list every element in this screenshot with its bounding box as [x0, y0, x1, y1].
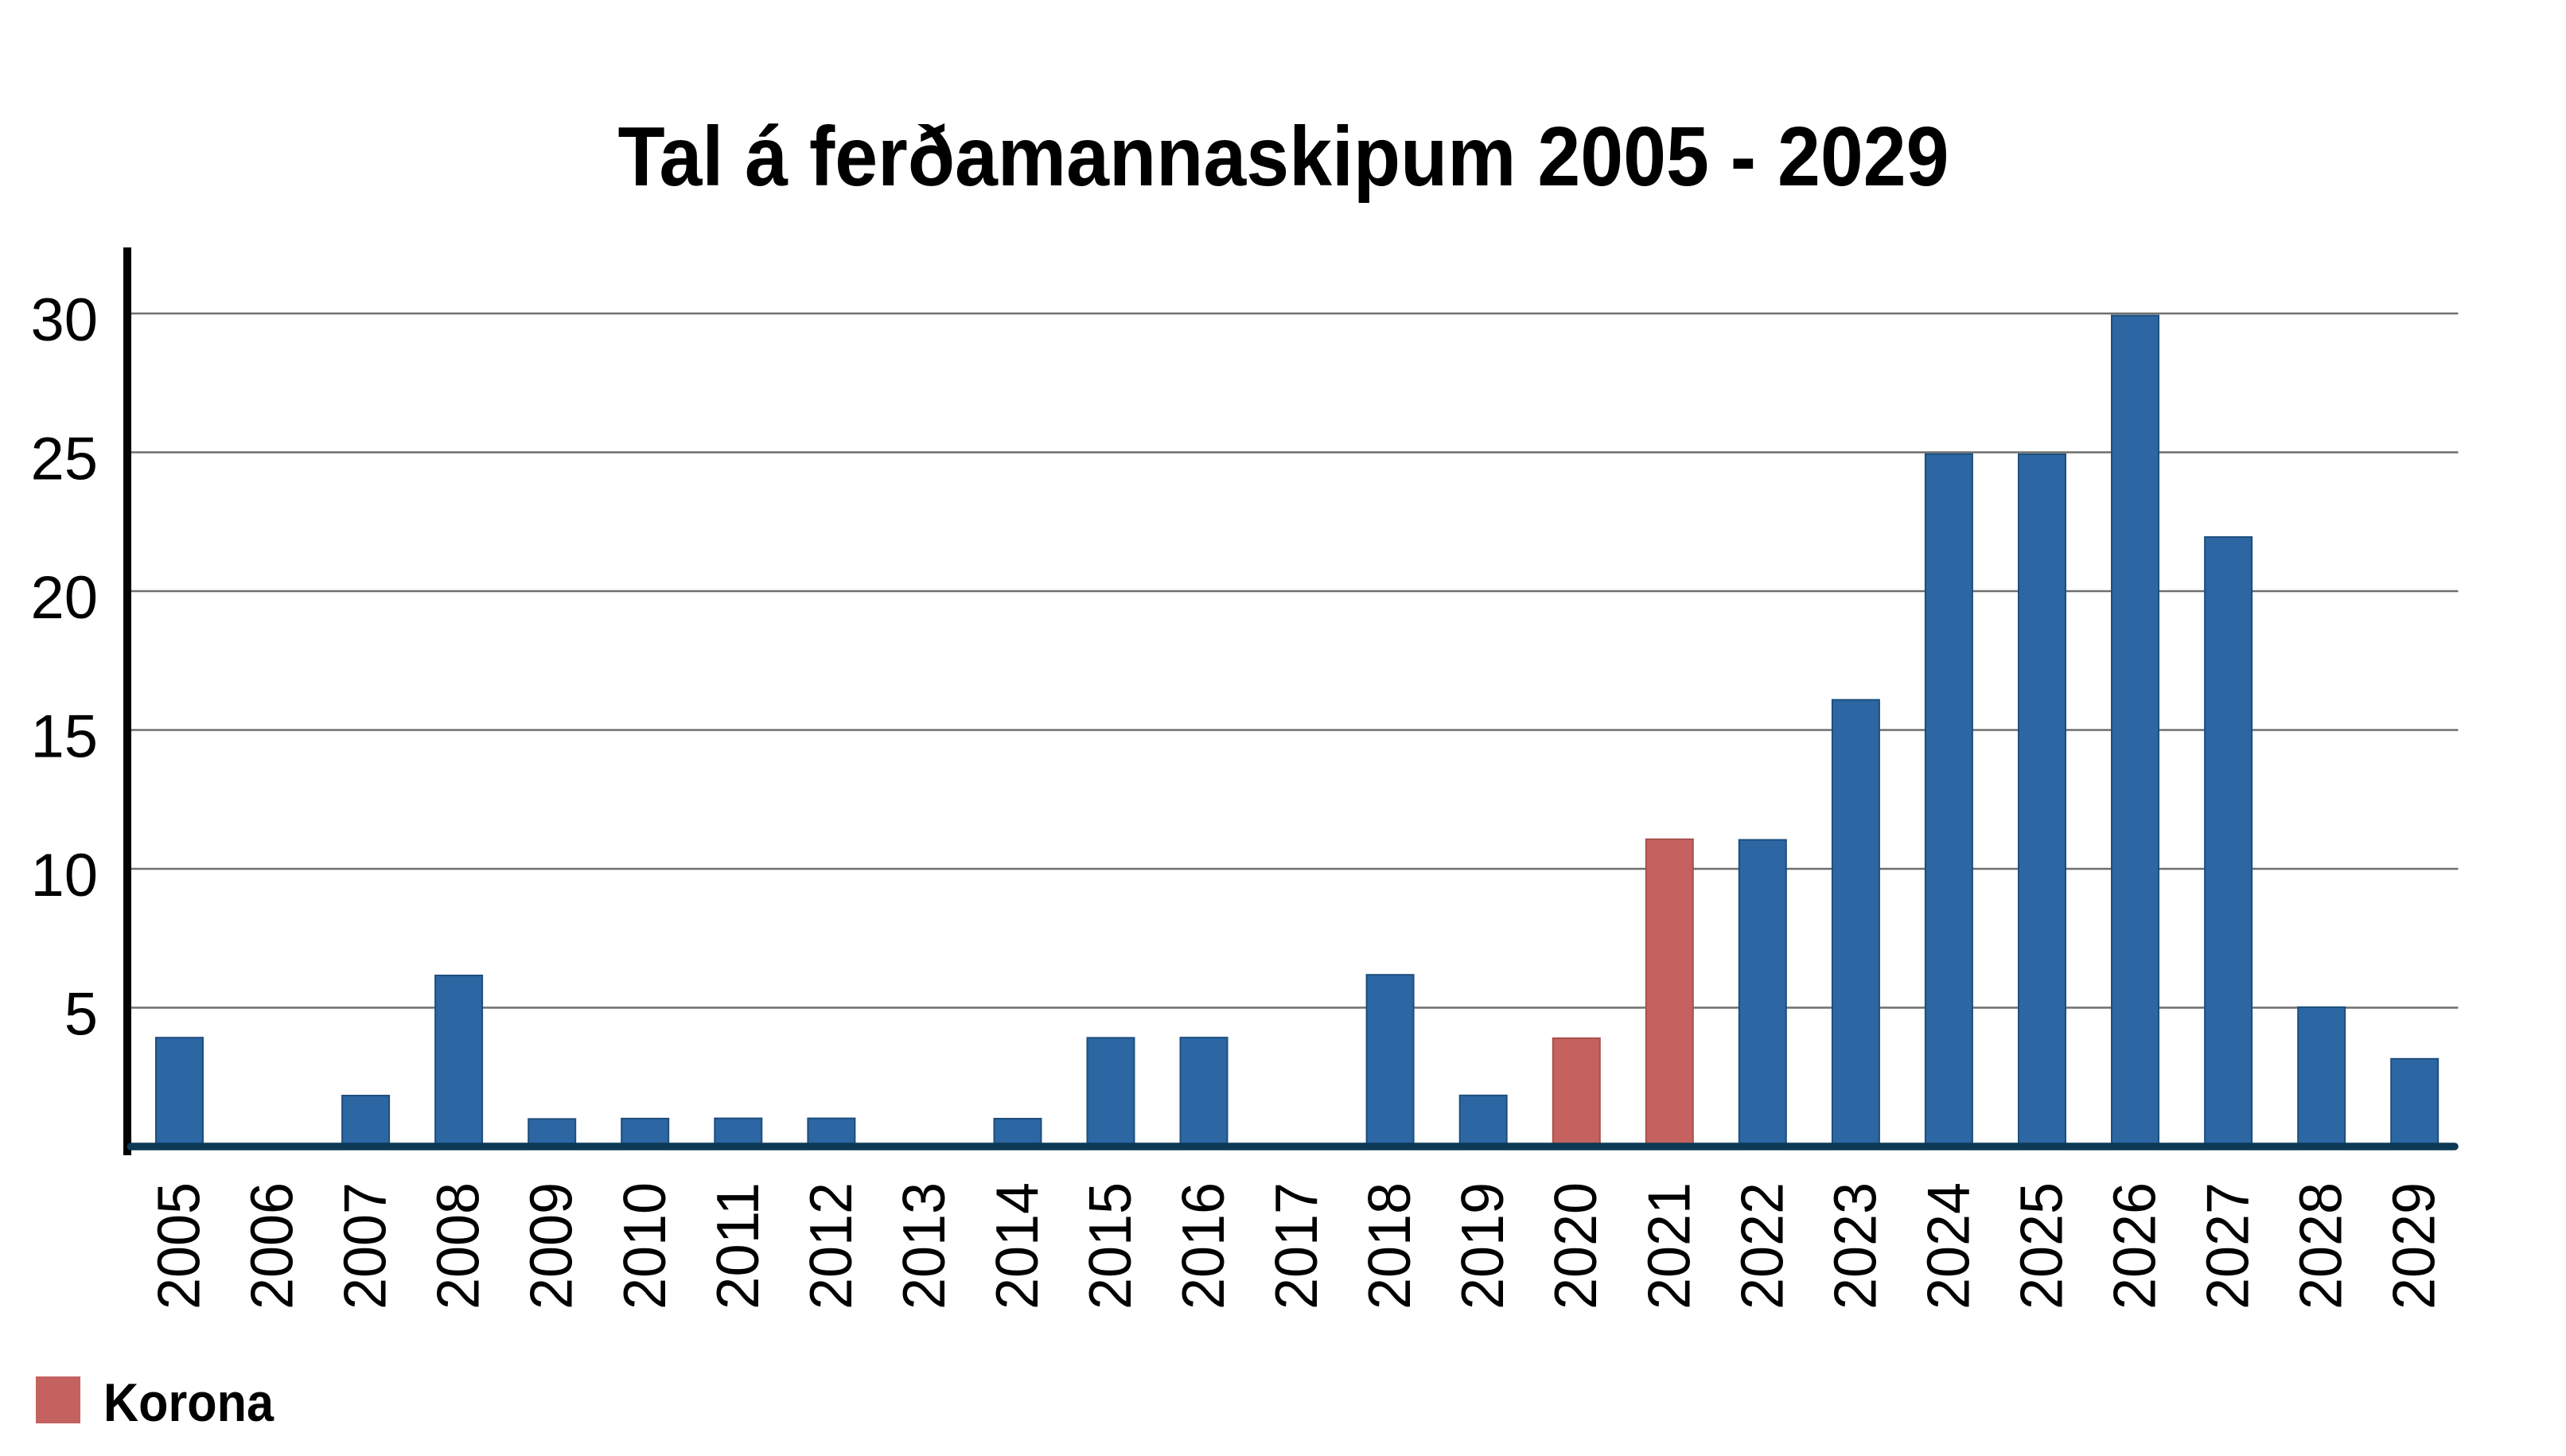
svg-text:2028: 2028	[2288, 1182, 2354, 1310]
svg-text:Tal á ferðamannaskipum 2005 -: Tal á ferðamannaskipum 2005 - 2029	[618, 110, 1949, 204]
svg-text:2007: 2007	[332, 1182, 399, 1310]
svg-text:2021: 2021	[1635, 1182, 1702, 1310]
svg-text:2005: 2005	[146, 1182, 212, 1310]
svg-text:2016: 2016	[1170, 1182, 1236, 1310]
svg-text:10: 10	[30, 842, 98, 909]
svg-text:2010: 2010	[611, 1182, 678, 1310]
svg-text:2017: 2017	[1263, 1182, 1330, 1310]
svg-text:2025: 2025	[2008, 1182, 2075, 1310]
svg-text:2008: 2008	[425, 1182, 492, 1310]
svg-text:2015: 2015	[1077, 1182, 1143, 1310]
svg-text:2024: 2024	[1914, 1182, 1981, 1310]
svg-text:20: 20	[30, 564, 98, 632]
svg-text:2019: 2019	[1449, 1182, 1516, 1310]
svg-text:2013: 2013	[890, 1182, 957, 1310]
svg-text:2018: 2018	[1356, 1182, 1423, 1310]
svg-text:2023: 2023	[1821, 1182, 1888, 1310]
svg-text:2029: 2029	[2381, 1182, 2447, 1310]
svg-text:2006: 2006	[239, 1182, 306, 1310]
svg-text:25: 25	[30, 426, 98, 493]
svg-text:2020: 2020	[1542, 1182, 1609, 1310]
svg-text:2027: 2027	[2194, 1182, 2261, 1310]
svg-text:30: 30	[30, 286, 98, 354]
svg-text:2014: 2014	[983, 1182, 1050, 1310]
svg-text:2012: 2012	[797, 1182, 864, 1310]
svg-text:Korona: Korona	[103, 1372, 275, 1433]
svg-text:5: 5	[64, 981, 98, 1049]
svg-text:2009: 2009	[518, 1182, 585, 1310]
svg-text:2011: 2011	[704, 1182, 771, 1310]
svg-text:15: 15	[30, 703, 98, 771]
svg-text:2022: 2022	[1728, 1182, 1795, 1310]
svg-text:2026: 2026	[2101, 1182, 2168, 1310]
